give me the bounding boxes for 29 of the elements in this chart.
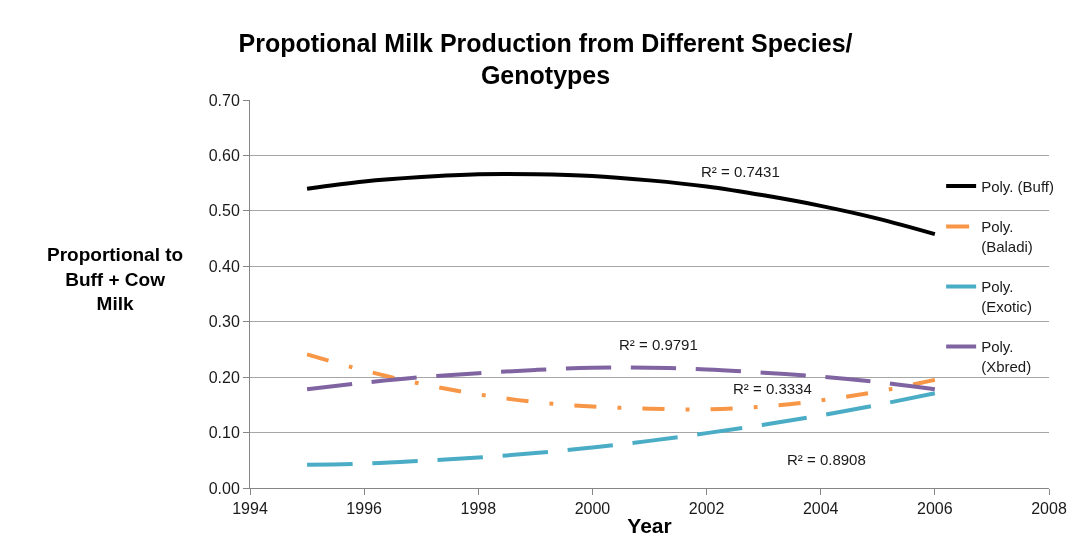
line-series: [305, 352, 937, 412]
x-tick-label: 2000: [574, 500, 611, 518]
annotation: R² = 0.8908: [787, 451, 866, 468]
annotation: R² = 0.3334: [733, 380, 812, 397]
y-tick-label: 0.10: [208, 424, 240, 442]
annotation: R² = 0.7431: [701, 163, 780, 180]
legend-label: Poly. (Baladi): [981, 218, 1033, 255]
y-axis-title: Proportional to Buff + Cow Milk: [47, 244, 184, 315]
y-tick-label: 0.50: [208, 202, 240, 220]
x-tick-label: 1994: [232, 500, 268, 518]
x-tick-label: 2008: [1031, 500, 1067, 518]
y-tick-label: 0.00: [208, 479, 240, 497]
y-tick-label: 0.70: [208, 91, 240, 109]
chart-title: Propotional Milk Production from Different Species/ Genotypes: [238, 28, 853, 90]
y-tick-label: 0.60: [208, 147, 240, 165]
legend-label: Poly. (Exotic): [981, 278, 1032, 315]
legend-label: Poly. (Xbred): [981, 338, 1032, 375]
x-tick-label: 1998: [460, 500, 497, 518]
y-tick-label: 0.20: [208, 368, 240, 386]
x-tick-label: 2002: [688, 500, 725, 518]
x-axis-title: Year: [627, 514, 672, 538]
y-tick-label: 0.30: [208, 313, 240, 331]
x-tick-label: 1996: [346, 500, 383, 518]
y-tick-label: 0.40: [208, 257, 240, 275]
annotation: R² = 0.9791: [619, 336, 698, 353]
x-tick-label: 2006: [917, 500, 953, 518]
line-series: [305, 365, 937, 392]
legend-label: Poly. (Buff): [981, 177, 1054, 195]
x-tick-label: 2004: [802, 500, 839, 518]
